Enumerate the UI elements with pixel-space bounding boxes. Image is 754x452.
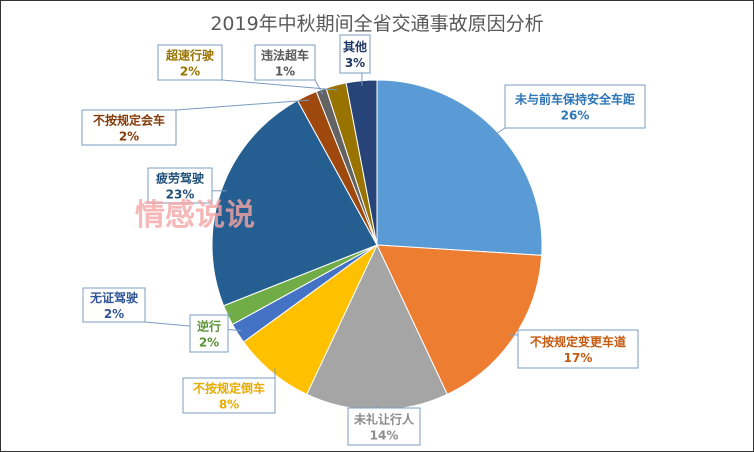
- slice-value-label: 14%: [370, 429, 399, 443]
- leader-line: [227, 312, 233, 316]
- leader-line: [493, 127, 506, 136]
- leader-line: [314, 79, 324, 95]
- leader-line: [221, 79, 338, 91]
- callout-box: [347, 407, 421, 446]
- leader-line: [175, 99, 309, 111]
- slice-value-label: 17%: [564, 351, 593, 365]
- slice-label: 不按规定倒车: [193, 381, 265, 396]
- callout-box: [339, 34, 371, 74]
- slice-value-label: 23%: [166, 188, 195, 202]
- slice-label: 违法超车: [261, 48, 309, 63]
- slice-label: 超速行驶: [165, 48, 214, 63]
- slice-value-label: 3%: [345, 56, 365, 70]
- pie-slice: [376, 79, 543, 256]
- callout-box: [81, 109, 177, 146]
- callout-box: [157, 44, 223, 81]
- callout-box: [147, 167, 213, 204]
- slice-label: 未与前车保持安全车距: [514, 92, 635, 107]
- callout-box: [517, 329, 639, 369]
- slice-label: 无证驾驶: [89, 290, 138, 305]
- slice-label: 其他: [343, 39, 367, 54]
- slice-label: 不按规定变更车道: [530, 334, 626, 349]
- callout-box: [504, 84, 646, 129]
- slice-label: 不按规定会车: [93, 113, 165, 128]
- pie-slice: [211, 99, 378, 307]
- slice-value-label: 26%: [561, 109, 590, 123]
- pie-slice: [376, 244, 543, 395]
- slice-value-label: 1%: [275, 65, 295, 79]
- callout-box: [189, 314, 229, 353]
- slice-label: 疲劳驾驶: [156, 171, 204, 186]
- callout-box: [82, 287, 146, 323]
- slice-value-label: 2%: [104, 307, 124, 321]
- slice-label: 逆行: [197, 319, 221, 334]
- slice-value-label: 8%: [219, 398, 239, 412]
- slice-value-label: 2%: [119, 130, 139, 144]
- slice-value-label: 2%: [199, 336, 219, 350]
- callout-box: [182, 377, 276, 414]
- callout-box: [254, 44, 316, 81]
- slice-label: 未礼让行人: [353, 412, 415, 427]
- chart-title: 2019年中秋期间全省交通事故原因分析: [210, 13, 543, 35]
- slice-value-label: 2%: [180, 65, 200, 79]
- watermark: 情感说说: [135, 198, 255, 233]
